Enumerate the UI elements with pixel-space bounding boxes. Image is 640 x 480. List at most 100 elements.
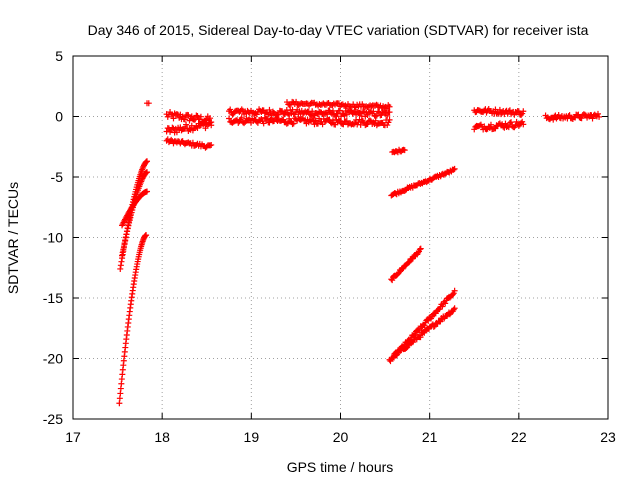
series-b19-1 xyxy=(226,106,393,120)
axes: 17 18 19 20 21 22 23 5 0 -5 -10 -15 -20 -25 xyxy=(43,48,616,445)
data-point xyxy=(405,259,412,266)
data-point xyxy=(170,115,177,122)
data-point xyxy=(417,334,424,341)
data-point xyxy=(120,243,127,250)
data-point xyxy=(193,123,200,130)
data-point xyxy=(169,124,176,131)
data-point xyxy=(283,120,290,127)
data-point xyxy=(186,126,193,133)
series-b19-2 xyxy=(226,114,393,129)
data-point xyxy=(208,141,215,148)
data-point xyxy=(384,112,391,119)
series-b20-5 xyxy=(391,305,458,361)
data-point xyxy=(117,262,124,269)
data-point xyxy=(124,228,131,235)
data-point xyxy=(401,147,408,154)
data-point xyxy=(596,113,603,120)
data-point xyxy=(117,265,124,272)
data-point xyxy=(387,358,394,365)
data-point xyxy=(121,240,128,247)
data-point xyxy=(143,232,150,239)
data-point xyxy=(386,109,393,116)
data-point xyxy=(144,169,151,176)
data-point xyxy=(506,119,513,126)
data-point xyxy=(389,277,396,284)
data-point xyxy=(122,237,129,244)
data-point xyxy=(183,121,190,128)
data-point xyxy=(266,119,273,126)
y-axis-label: SDTVAR / TECUs xyxy=(5,182,21,294)
x-tick-label: 23 xyxy=(600,429,616,445)
y-tick-label: -25 xyxy=(43,411,63,427)
data-point xyxy=(395,270,402,277)
data-point xyxy=(566,112,573,119)
data-marks xyxy=(116,98,603,407)
data-point xyxy=(450,166,457,173)
data-point xyxy=(119,249,126,256)
data-point xyxy=(269,108,276,115)
data-point xyxy=(403,345,410,352)
x-tick-label: 22 xyxy=(511,429,527,445)
data-point xyxy=(309,115,316,122)
series-arc-c xyxy=(119,169,151,259)
data-point xyxy=(366,117,373,124)
data-point xyxy=(275,111,282,118)
data-point xyxy=(309,108,316,115)
series-b20-1 xyxy=(389,146,408,156)
data-point xyxy=(386,116,393,123)
data-point xyxy=(119,252,126,259)
data-point xyxy=(168,136,175,143)
data-point xyxy=(238,114,245,121)
data-point xyxy=(520,121,527,128)
y-tick-label: -15 xyxy=(43,290,63,306)
x-tick-label: 17 xyxy=(65,429,81,445)
series-point xyxy=(144,100,152,107)
data-point xyxy=(442,300,449,307)
x-tick-label: 21 xyxy=(422,429,438,445)
series-b22-1 xyxy=(542,110,603,123)
data-point xyxy=(226,115,233,122)
series-b20-2 xyxy=(388,165,458,199)
data-point xyxy=(118,258,125,265)
data-point xyxy=(518,111,525,118)
data-point xyxy=(451,287,458,294)
data-point xyxy=(194,112,201,119)
data-point xyxy=(227,106,234,113)
data-point xyxy=(384,122,391,129)
data-point xyxy=(451,165,458,172)
data-point xyxy=(386,103,393,110)
series-b20-3 xyxy=(388,245,424,284)
data-point xyxy=(520,108,527,115)
data-point xyxy=(439,303,446,310)
data-point xyxy=(594,110,601,117)
data-point xyxy=(181,116,188,123)
data-point xyxy=(197,113,204,120)
data-point xyxy=(415,249,422,256)
data-point xyxy=(202,125,209,132)
data-point xyxy=(241,120,248,127)
data-point xyxy=(188,113,195,120)
data-point xyxy=(144,188,151,195)
series-b18-1 xyxy=(163,109,215,126)
data-point xyxy=(266,106,273,113)
data-point xyxy=(125,222,132,229)
data-point xyxy=(290,120,297,127)
data-point xyxy=(449,291,456,298)
data-point xyxy=(392,352,399,359)
data-point xyxy=(126,219,133,226)
series-b21-1 xyxy=(471,106,527,118)
x-tick-label: 20 xyxy=(333,429,349,445)
data-point xyxy=(430,323,437,330)
data-point xyxy=(123,231,130,238)
data-point xyxy=(550,116,557,123)
data-point xyxy=(264,115,271,122)
data-point xyxy=(514,107,521,114)
data-point xyxy=(416,246,423,253)
data-point xyxy=(142,170,149,177)
y-tick-label: -10 xyxy=(43,230,63,246)
series-b19-3 xyxy=(284,98,393,112)
data-point xyxy=(321,118,328,125)
data-point xyxy=(508,119,515,126)
data-point xyxy=(312,117,319,124)
data-point xyxy=(555,111,562,118)
